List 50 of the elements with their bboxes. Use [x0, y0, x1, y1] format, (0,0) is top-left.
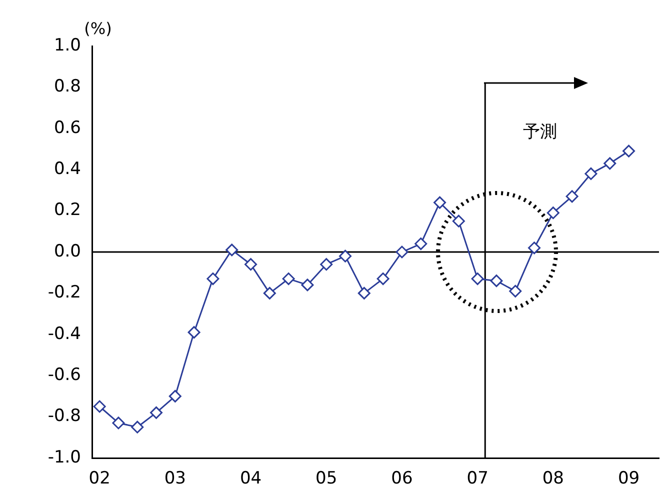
point	[546, 206, 560, 220]
point	[566, 190, 578, 203]
point	[93, 400, 106, 413]
point	[206, 272, 220, 286]
point	[150, 406, 163, 419]
point	[490, 274, 503, 288]
y-tick-label: 0.0	[54, 241, 81, 262]
x-tick-label: 09	[618, 468, 640, 489]
y-tick-label: 1.0	[54, 35, 81, 56]
y-tick-label: 0.8	[54, 76, 81, 97]
y-tick-label: -0.8	[48, 406, 81, 426]
point	[339, 250, 352, 262]
point	[471, 272, 484, 286]
point	[168, 390, 182, 402]
point	[282, 272, 295, 286]
point	[131, 420, 144, 434]
y-tick-label: -0.4	[48, 324, 81, 344]
point	[452, 214, 465, 228]
y-tick-label: -0.6	[48, 365, 81, 386]
x-tick-label: 08	[542, 468, 564, 489]
y-tick-label: -1.0	[48, 447, 81, 468]
point	[320, 258, 333, 271]
point	[528, 242, 541, 254]
point	[434, 196, 446, 209]
point	[358, 286, 370, 300]
point	[604, 157, 616, 170]
y-tick-label: 0.6	[54, 118, 81, 138]
point	[376, 272, 390, 286]
x-tick-label: 04	[240, 468, 262, 489]
y-tick-label: 0.4	[54, 159, 81, 180]
point	[509, 284, 522, 298]
point	[112, 416, 125, 430]
point	[622, 144, 636, 158]
point	[584, 167, 598, 180]
point	[188, 326, 200, 339]
x-tick-label: 06	[391, 468, 413, 489]
y-axis-title: (%)	[84, 19, 112, 38]
point	[263, 286, 276, 300]
point	[396, 246, 408, 258]
point	[226, 244, 238, 256]
ref-line-label: 予測	[523, 122, 558, 142]
x-tick-label: 02	[88, 468, 110, 489]
x-tick-label: 05	[316, 468, 338, 489]
x-tick-label: 03	[164, 468, 186, 489]
y-tick-label: -0.2	[48, 282, 81, 303]
point	[244, 258, 258, 271]
y-tick-label: 0.2	[54, 200, 81, 220]
point	[414, 238, 428, 250]
x-tick-label: 07	[466, 468, 488, 489]
point	[301, 278, 314, 292]
